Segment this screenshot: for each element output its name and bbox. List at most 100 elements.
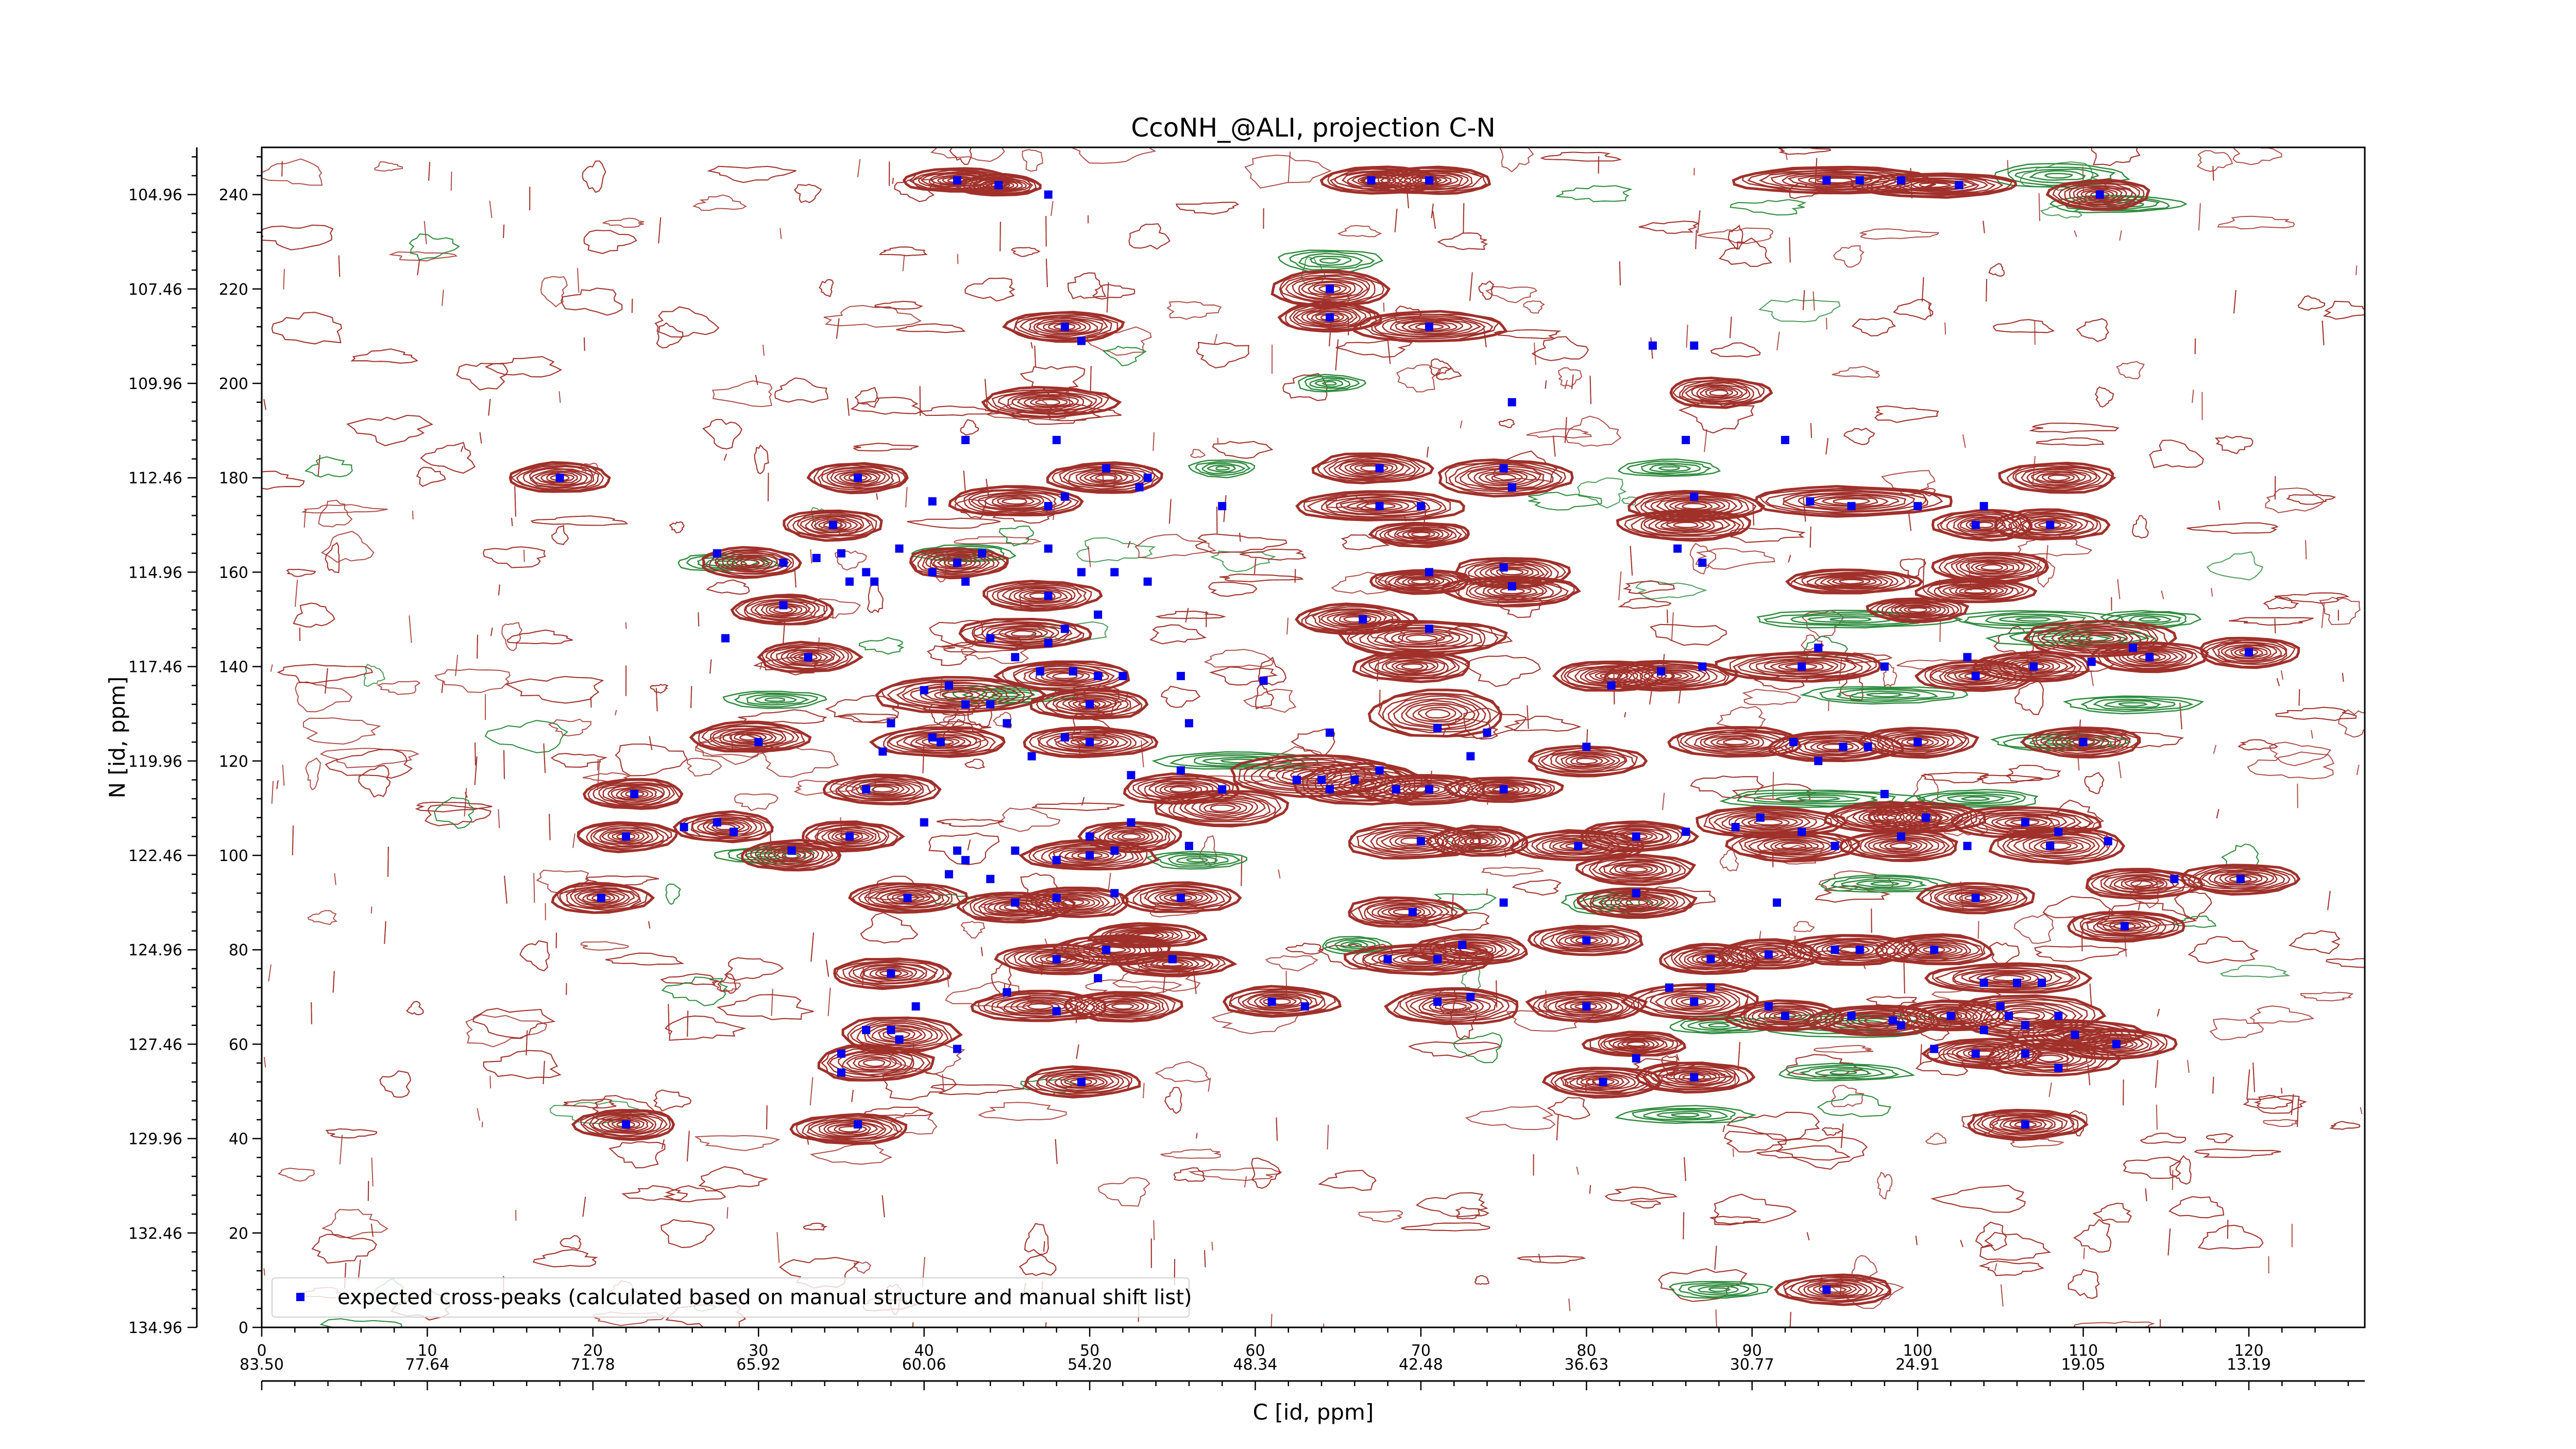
noise-contour — [503, 224, 505, 238]
positive-contour-level — [612, 832, 640, 841]
noise-contour — [1683, 1212, 1685, 1240]
noise-contour — [262, 470, 305, 490]
noise-contour — [1719, 237, 1772, 267]
noise-contour — [1866, 995, 1917, 1007]
positive-contour-level — [1143, 888, 1218, 908]
noise-contour — [779, 228, 782, 239]
noise-contour — [1604, 1186, 1678, 1202]
noise-contour — [1276, 1117, 1278, 1141]
expected-peak-marker — [1731, 823, 1740, 831]
positive-contour-level — [805, 516, 862, 534]
positive-contour-level — [1429, 938, 1516, 962]
expected-peak-marker — [1416, 837, 1425, 846]
noise-contour — [1043, 1241, 1045, 1252]
noise-contour — [2076, 318, 2109, 342]
noise-contour — [1435, 366, 1462, 380]
negative-contour-level — [1946, 795, 2006, 803]
noise-contour — [339, 1135, 343, 1165]
noise-contour — [1429, 358, 1452, 376]
positive-contour-level — [2096, 919, 2151, 934]
noise-contour — [985, 397, 1066, 421]
positive-contour-level — [1270, 269, 1391, 308]
positive-peak — [822, 773, 942, 806]
positive-contour-level — [587, 780, 681, 808]
positive-contour-level — [1437, 458, 1574, 498]
positive-peak — [1368, 521, 1470, 548]
positive-contour-level — [1624, 511, 1744, 540]
noise-contour — [2198, 1224, 2264, 1250]
noise-contour — [1564, 380, 1568, 390]
noise-contour — [416, 466, 446, 487]
positive-contour-level — [1442, 942, 1497, 958]
noise-contour — [319, 1318, 402, 1327]
positive-contour-level — [1210, 804, 1236, 812]
positive-contour-level — [871, 1026, 926, 1044]
noise-contour — [954, 536, 1042, 545]
positive-contour-level — [1023, 726, 1159, 759]
positive-contour-level — [1136, 956, 1211, 972]
positive-peak — [1444, 776, 1564, 803]
positive-contour-level — [930, 554, 987, 572]
positive-contour-level — [2086, 869, 2195, 898]
noise-contour — [420, 442, 476, 474]
positive-contour-level — [1736, 943, 1802, 964]
noise-contour — [498, 584, 500, 596]
positive-contour-level — [1773, 1013, 1797, 1020]
positive-contour-level — [2062, 1031, 2168, 1059]
positive-contour-level — [1361, 653, 1460, 679]
positive-contour-level — [1876, 600, 1959, 621]
positive-contour-level — [1419, 936, 1528, 964]
negative-contour-level — [1680, 1017, 1760, 1033]
positive-contour-level — [766, 603, 803, 616]
positive-contour-level — [896, 731, 981, 752]
noise-contour — [585, 875, 659, 887]
noise-contour — [930, 1084, 1024, 1096]
noise-contour — [2243, 1095, 2307, 1114]
noise-contour — [1695, 548, 1775, 570]
noise-contour — [2238, 739, 2278, 751]
positive-contour-level — [1631, 512, 1741, 537]
noise-contour — [1719, 849, 1739, 872]
positive-contour-level — [1740, 945, 1797, 963]
positive-contour-level — [1577, 887, 1698, 919]
positive-contour-level — [1639, 669, 1701, 684]
x-tick-label: 100 — [1903, 1342, 1933, 1360]
positive-contour-level — [1789, 1278, 1878, 1302]
positive-contour-level — [582, 891, 620, 904]
positive-contour-level — [1643, 988, 1741, 1015]
positive-contour-level — [1588, 856, 1686, 882]
positive-contour-level — [1469, 838, 1489, 845]
expected-peak-marker — [1756, 813, 1765, 822]
positive-contour-level — [1383, 525, 1457, 544]
noise-contour — [1621, 496, 1637, 506]
positive-contour-level — [1359, 625, 1483, 651]
positive-contour-level — [764, 847, 819, 865]
noise-contour — [338, 255, 341, 277]
positive-contour-level — [1436, 828, 1520, 854]
positive-contour-level — [1882, 806, 1970, 829]
positive-contour-level — [1868, 837, 1934, 855]
positive-contour-level — [1015, 1000, 1066, 1013]
noise-contour — [384, 921, 386, 944]
positive-contour-level — [1845, 1013, 1909, 1028]
positive-contour-level — [822, 773, 942, 806]
positive-contour-level — [1957, 997, 2096, 1036]
positive-contour-level — [1575, 757, 1598, 765]
positive-contour-level — [534, 470, 582, 485]
noise-contour — [1547, 1097, 1591, 1120]
noise-contour — [428, 162, 431, 181]
noise-contour — [669, 521, 685, 534]
positive-peak — [1931, 509, 2033, 542]
positive-contour-level — [2025, 1024, 2124, 1047]
positive-contour-level — [1352, 946, 1490, 974]
positive-peak — [783, 509, 883, 542]
noise-contour — [1337, 225, 1382, 238]
positive-peak — [1924, 962, 2093, 994]
positive-contour-level — [1995, 816, 2053, 829]
y-tick-label: 240 — [219, 187, 248, 205]
noise-contour — [1903, 963, 1905, 993]
positive-contour-level — [1449, 943, 1494, 956]
positive-contour-level — [1749, 656, 1857, 677]
positive-contour-level — [1849, 1014, 1901, 1027]
noise-contour — [1030, 621, 1109, 643]
